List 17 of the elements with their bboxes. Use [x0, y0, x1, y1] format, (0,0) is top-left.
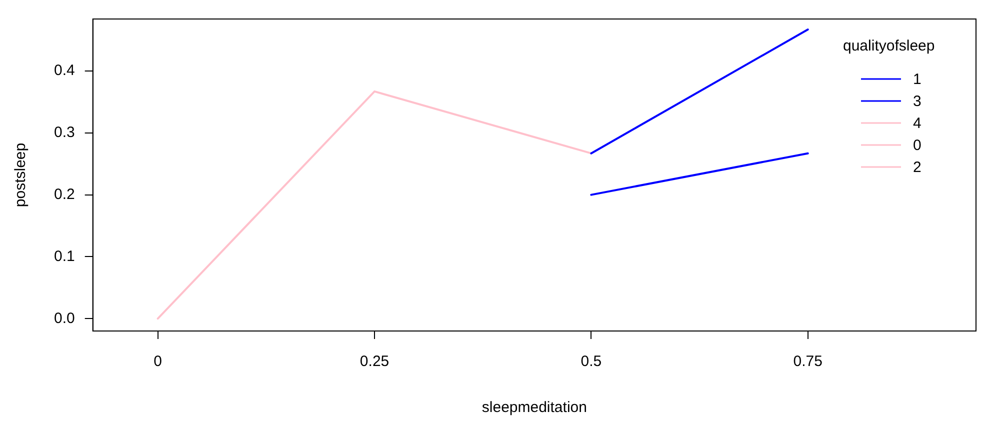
- legend-label: 1: [913, 71, 922, 88]
- legend-title: qualityofsleep: [843, 38, 935, 55]
- y-tick-label: 0.1: [54, 248, 75, 265]
- y-tick-label: 0.2: [54, 186, 75, 203]
- x-tick-label: 0.75: [793, 353, 822, 370]
- legend-label: 2: [913, 159, 922, 176]
- x-tick-label: 0.25: [360, 353, 390, 370]
- y-tick-label: 0.4: [54, 62, 75, 80]
- legend-label: 4: [913, 115, 922, 132]
- y-axis-title: postsleep: [12, 142, 30, 208]
- y-tick-label: 0.0: [54, 310, 75, 327]
- legend-label: 3: [913, 93, 922, 110]
- y-tick-label: 0.3: [54, 124, 75, 142]
- x-axis-title: sleepmeditation: [482, 399, 587, 416]
- x-tick-label: 0.5: [580, 353, 602, 370]
- x-tick-label: 0: [154, 353, 162, 370]
- legend-label: 0: [913, 137, 922, 154]
